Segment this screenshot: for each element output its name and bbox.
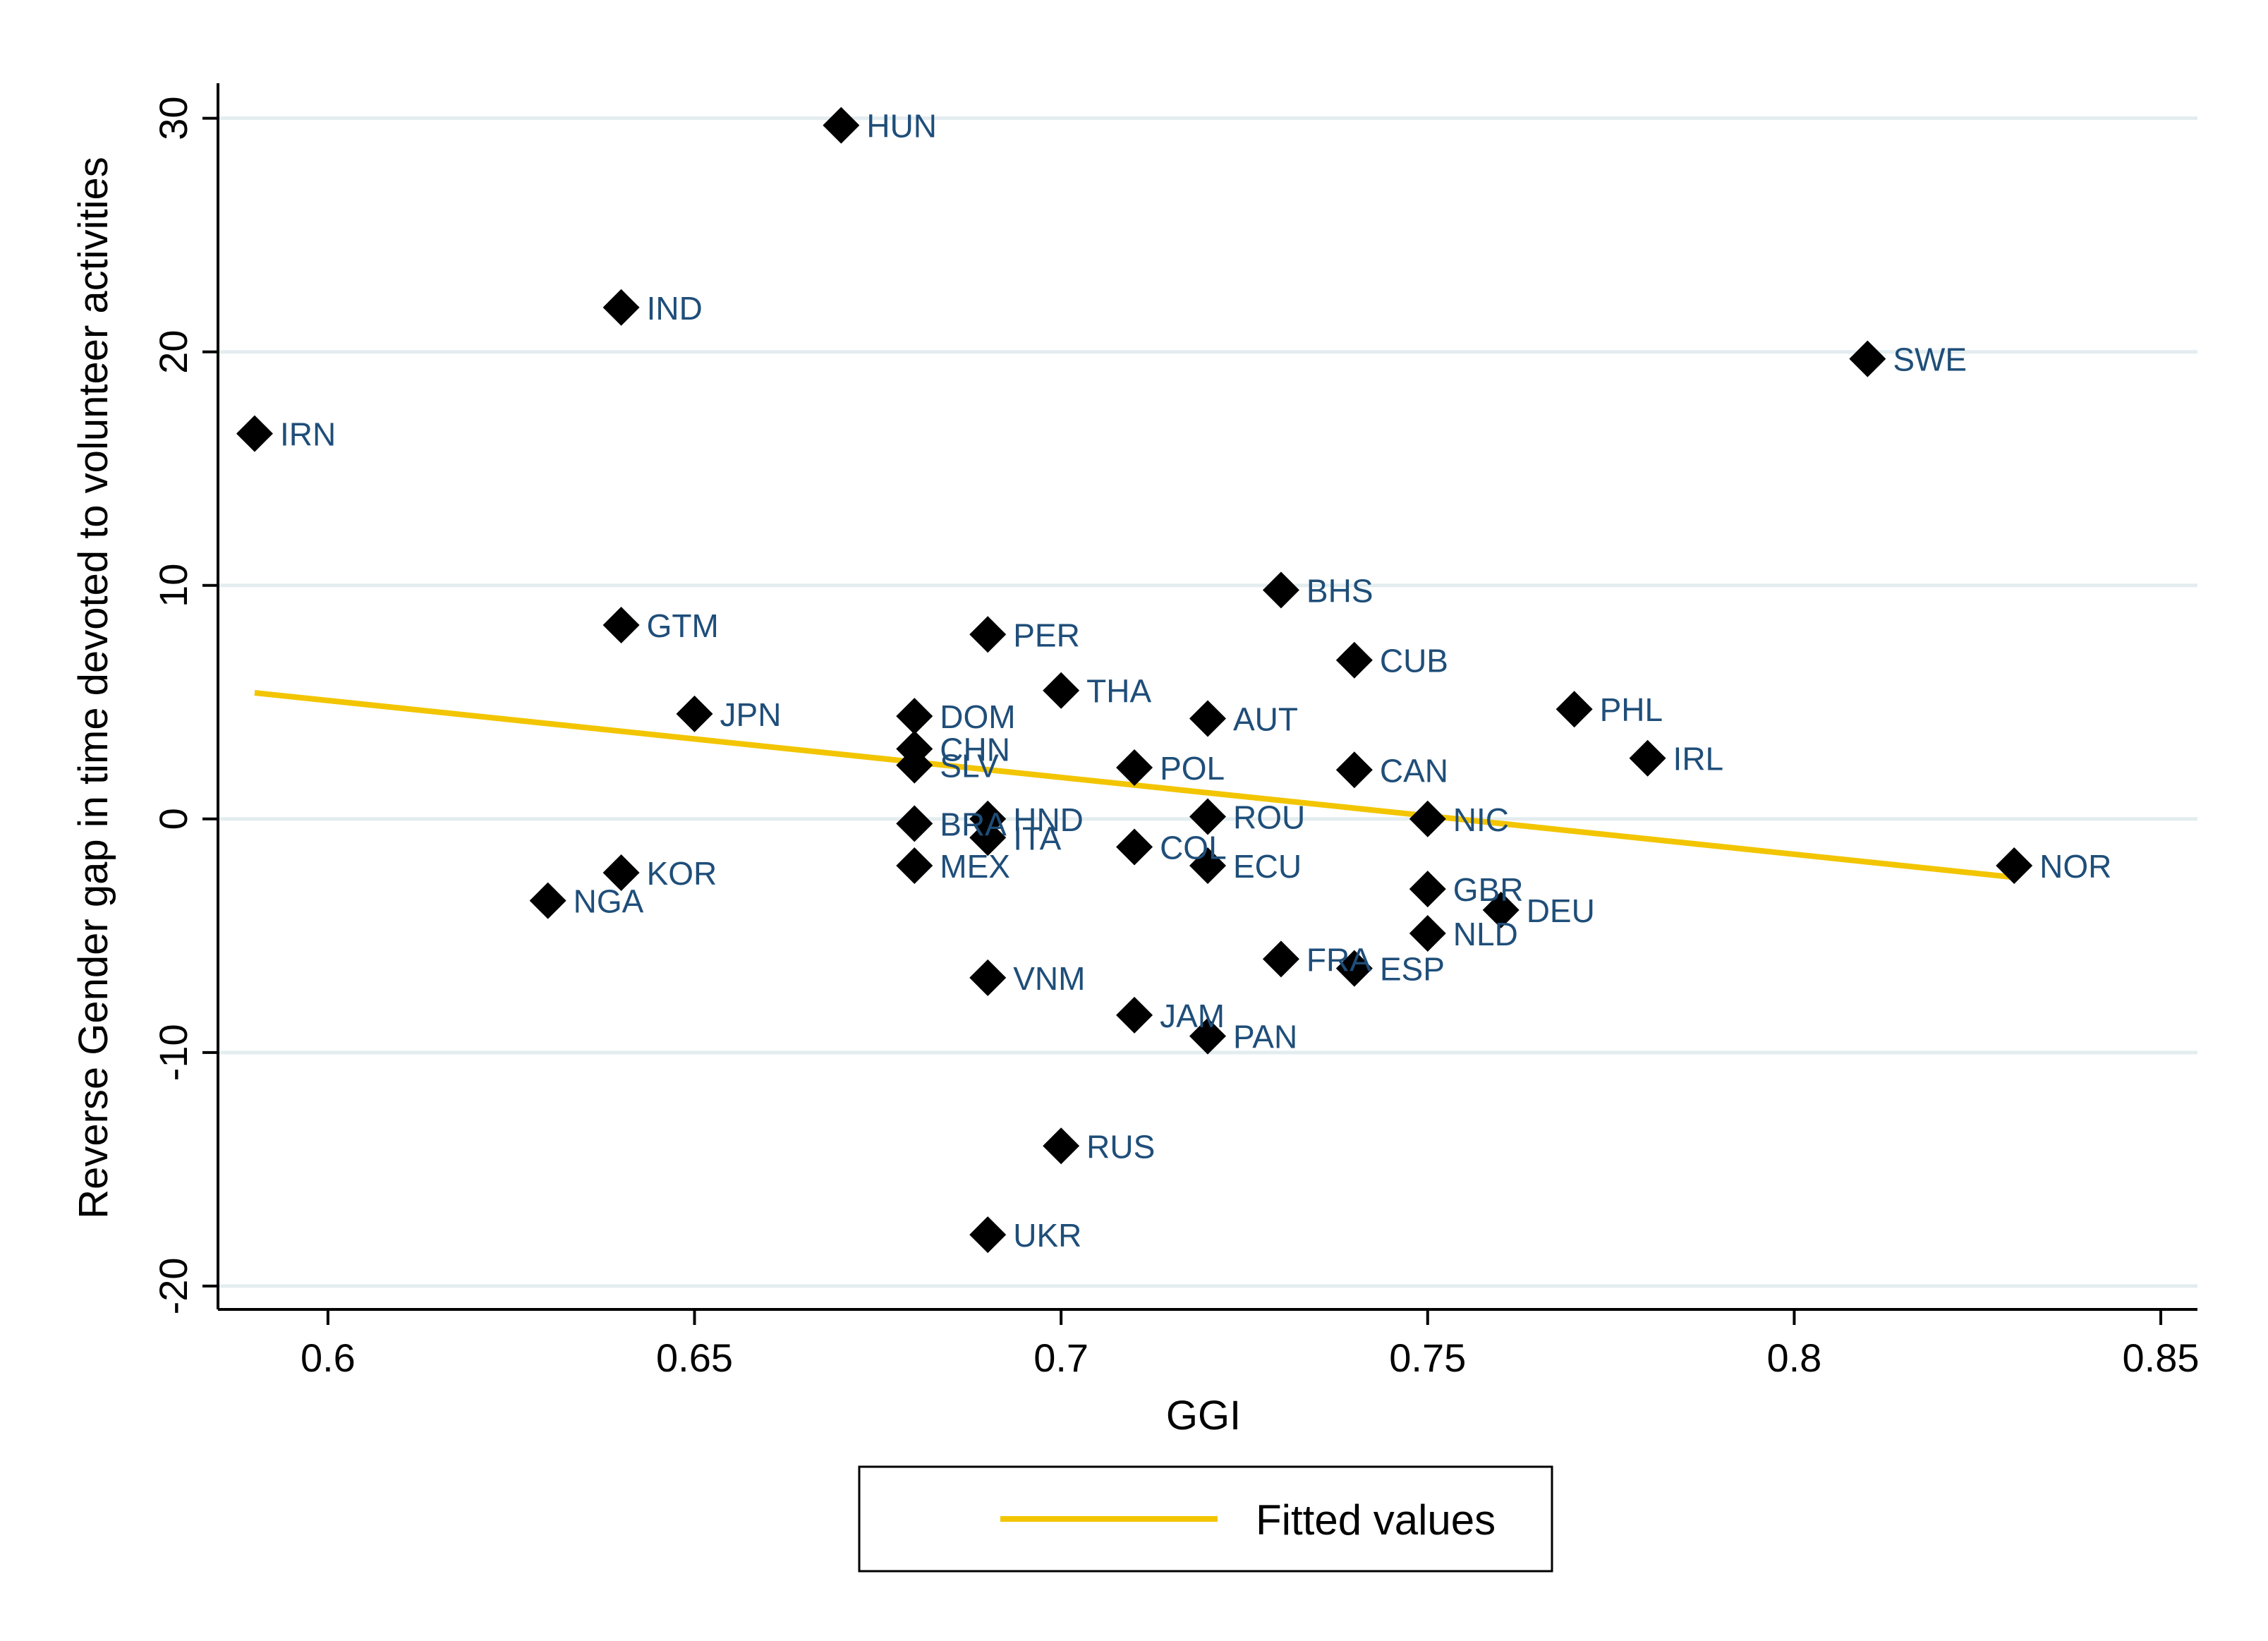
- y-tick-label: 20: [151, 330, 195, 374]
- point-label-ecu: ECU: [1233, 848, 1302, 885]
- data-point-irl: [1629, 739, 1666, 777]
- data-point-irn: [236, 415, 273, 452]
- data-point-ukr: [969, 1216, 1007, 1254]
- data-point-dom: [896, 698, 933, 735]
- data-point-kor: [602, 854, 640, 891]
- data-point-ita: [969, 819, 1007, 856]
- point-label-aut: AUT: [1233, 701, 1298, 737]
- axes: [217, 83, 2197, 1311]
- point-label-irl: IRL: [1673, 741, 1724, 777]
- point-label-slv: SLV: [940, 748, 999, 785]
- data-point-cub: [1335, 641, 1373, 679]
- data-point-gtm: [602, 607, 640, 644]
- point-label-deu: DEU: [1527, 892, 1595, 929]
- data-point-deu: [1482, 891, 1520, 928]
- point-label-swe: SWE: [1893, 341, 1967, 378]
- point-label-tha: THA: [1086, 673, 1151, 710]
- point-label-phl: PHL: [1600, 691, 1663, 728]
- data-point-esp: [1335, 950, 1373, 987]
- data-points: [236, 107, 2033, 1254]
- x-tick-label: 0.85: [2123, 1336, 2200, 1380]
- data-point-col: [1116, 828, 1153, 866]
- point-label-bhs: BHS: [1306, 572, 1373, 609]
- data-point-slv: [896, 746, 933, 784]
- data-point-pol: [1116, 749, 1153, 786]
- data-point-aut: [1189, 700, 1226, 737]
- data-point-hnd: [969, 800, 1007, 837]
- point-label-ita: ITA: [1013, 820, 1061, 856]
- point-label-bra: BRA: [940, 806, 1007, 842]
- data-point-ind: [602, 289, 640, 326]
- point-label-pan: PAN: [1233, 1019, 1297, 1055]
- data-point-swe: [1849, 340, 1886, 377]
- point-label-col: COL: [1160, 830, 1227, 866]
- point-label-hun: HUN: [866, 108, 937, 145]
- point-label-rou: ROU: [1233, 799, 1305, 835]
- data-point-rus: [1043, 1127, 1080, 1165]
- point-label-mex: MEX: [940, 848, 1010, 885]
- point-label-ukr: UKR: [1013, 1217, 1081, 1254]
- data-point-nld: [1409, 915, 1446, 952]
- point-label-pol: POL: [1160, 750, 1225, 787]
- point-label-cub: CUB: [1380, 643, 1448, 679]
- data-point-jpn: [676, 695, 713, 732]
- x-axis-ticks: 0.6 0.65 0.7 0.75 0.8 0.85: [301, 1309, 2200, 1380]
- data-point-nic: [1409, 800, 1446, 837]
- point-label-jpn: JPN: [720, 696, 782, 733]
- point-label-nor: NOR: [2039, 848, 2111, 885]
- data-point-nga: [529, 882, 566, 919]
- point-label-chn: CHN: [940, 731, 1010, 768]
- point-label-dom: DOM: [940, 698, 1015, 735]
- data-point-fra: [1262, 940, 1299, 978]
- point-label-can: CAN: [1380, 752, 1448, 789]
- y-axis-ticks: -20 -10 0 10 20 30: [151, 97, 218, 1314]
- point-labels: HUN IND SWE IRN BHS GTM PER CUB THA PHL JPN DOM AUT C…: [280, 108, 2111, 1254]
- point-label-ind: IND: [647, 290, 703, 327]
- point-label-kor: KOR: [647, 855, 717, 892]
- point-label-rus: RUS: [1086, 1128, 1155, 1165]
- data-point-pan: [1189, 1017, 1226, 1055]
- point-label-gtm: GTM: [647, 607, 719, 644]
- point-label-fra: FRA: [1306, 941, 1371, 978]
- data-point-gbr: [1409, 871, 1446, 908]
- point-label-esp: ESP: [1380, 951, 1445, 988]
- y-tick-label: 30: [151, 97, 195, 140]
- data-point-tha: [1043, 672, 1080, 709]
- data-point-vnm: [969, 959, 1007, 996]
- point-label-per: PER: [1013, 617, 1080, 653]
- x-tick-label: 0.7: [1033, 1336, 1088, 1380]
- data-point-phl: [1556, 691, 1593, 728]
- y-tick-label: -10: [151, 1024, 195, 1081]
- point-label-vnm: VNM: [1013, 960, 1085, 997]
- point-label-jam: JAM: [1160, 998, 1225, 1034]
- data-point-mex: [896, 847, 933, 885]
- point-label-hnd: HND: [1013, 801, 1084, 838]
- point-label-irn: IRN: [280, 416, 336, 453]
- data-point-rou: [1189, 798, 1226, 835]
- data-point-jam: [1116, 996, 1153, 1034]
- point-label-gbr: GBR: [1453, 871, 1524, 908]
- point-label-nic: NIC: [1453, 801, 1509, 838]
- data-point-bhs: [1262, 571, 1299, 609]
- data-point-per: [969, 616, 1007, 653]
- x-tick-label: 0.6: [301, 1336, 356, 1380]
- data-point-hun: [823, 107, 860, 144]
- x-tick-label: 0.75: [1389, 1336, 1466, 1380]
- point-label-nld: NLD: [1453, 916, 1518, 952]
- data-point-nor: [1996, 847, 2033, 885]
- x-tick-label: 0.8: [1766, 1336, 1821, 1380]
- y-axis-title: Reverse Gender gap in time devoted to vo…: [71, 157, 116, 1219]
- x-axis-title: GGI: [1166, 1393, 1241, 1439]
- y-tick-label: 0: [151, 808, 195, 830]
- point-label-nga: NGA: [574, 883, 644, 920]
- data-point-ecu: [1189, 847, 1226, 885]
- y-tick-label: -20: [151, 1257, 195, 1314]
- legend: Fitted values: [858, 1465, 1553, 1573]
- x-tick-label: 0.65: [656, 1336, 733, 1380]
- data-point-bra: [896, 805, 933, 842]
- legend-fitted-values-label: Fitted values: [1256, 1496, 1496, 1544]
- data-point-can: [1335, 751, 1373, 789]
- y-tick-label: 10: [151, 564, 195, 607]
